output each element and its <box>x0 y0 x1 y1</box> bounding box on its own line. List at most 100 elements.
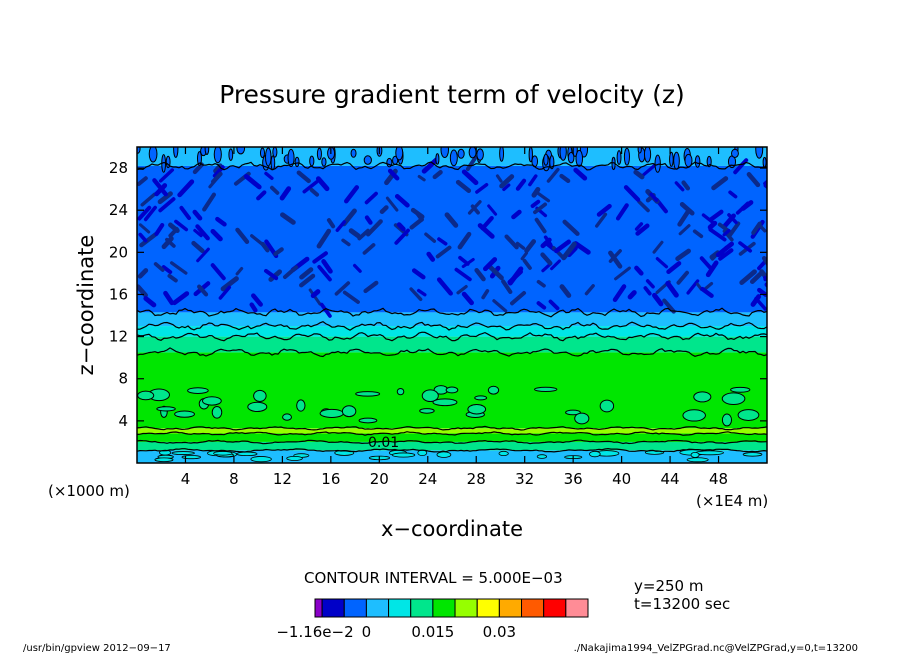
contour-streak <box>722 228 731 237</box>
contour-streak <box>645 279 655 289</box>
contour-streak <box>475 182 489 194</box>
contour-streak <box>296 170 311 184</box>
contour-streak <box>504 234 519 250</box>
contour-blob <box>440 147 450 158</box>
contour-streak <box>143 296 157 308</box>
contour-blob <box>196 151 202 166</box>
contour-streak <box>335 220 346 233</box>
contour-streak <box>511 209 522 220</box>
chart-title: Pressure gradient term of velocity (z) <box>219 80 685 109</box>
colorbar-cell <box>476 598 500 618</box>
contour-streak <box>715 241 734 258</box>
contour-streak <box>319 302 332 318</box>
contour-blob <box>247 401 268 412</box>
contour-streak <box>195 224 210 241</box>
contour-blob <box>321 157 327 167</box>
contour-blob <box>695 450 724 456</box>
contour-blob <box>265 147 272 167</box>
contour-streak <box>540 252 553 266</box>
contour-streak <box>461 291 474 306</box>
x-tick-label: 24 <box>418 470 437 488</box>
contour-blob <box>498 450 509 457</box>
contour-streak <box>754 296 767 311</box>
contour-blob <box>474 395 488 401</box>
contour-blob <box>236 147 246 155</box>
contour-streak <box>215 216 227 227</box>
contour-streak <box>342 290 360 304</box>
contour-blob <box>181 455 201 460</box>
colorbar-cell <box>314 598 323 618</box>
contour-streak <box>763 274 767 282</box>
contour-blob <box>316 147 322 161</box>
contour-blob <box>654 154 661 173</box>
contour-blob <box>396 387 405 396</box>
contour-streak <box>634 222 644 231</box>
colorbar-cell <box>343 598 367 618</box>
colorbar: −1.16e−2 0 0.015 0.03 <box>276 598 589 641</box>
contour-streak <box>365 219 383 237</box>
contour-streak <box>510 290 527 306</box>
contour-blob <box>457 148 465 159</box>
contour-blob <box>154 457 174 462</box>
colorbar-tick-label: 0 <box>362 623 372 641</box>
contour-streak <box>321 259 333 274</box>
contour-blob <box>363 155 372 165</box>
colorbar-cell <box>365 598 390 618</box>
contour-blob <box>730 386 751 393</box>
contour-blob <box>762 156 767 168</box>
contour-streak <box>417 174 426 182</box>
colorbar-cell <box>543 598 567 618</box>
contour-blob <box>682 409 706 422</box>
contour-band <box>137 433 767 442</box>
contour-streak <box>728 190 738 199</box>
contour-blob <box>694 155 701 168</box>
contour-streak <box>718 248 734 261</box>
contour-streak <box>536 301 547 310</box>
contour-streak <box>251 293 263 307</box>
contour-blob <box>742 452 763 457</box>
contour-streak <box>169 261 188 275</box>
y-tick-label: 4 <box>118 412 128 430</box>
contour-streak <box>502 183 511 192</box>
contour-streak <box>437 237 448 246</box>
contour-streak <box>749 271 763 285</box>
contour-streak <box>163 290 175 306</box>
footer-right: ./Nakajima1994_VelZPGrad.nc@VelZPGrad,y=… <box>574 643 858 654</box>
contour-streak <box>154 222 165 236</box>
contour-streak <box>501 279 513 295</box>
y-tick-label: 20 <box>109 243 128 261</box>
contour-line <box>137 331 767 342</box>
contour-streak <box>179 205 192 221</box>
x-tick-label: 20 <box>370 470 389 488</box>
contour-streak <box>273 247 284 257</box>
x-tick-label: 8 <box>229 470 239 488</box>
contour-blob <box>467 404 487 415</box>
contour-blob <box>534 386 558 392</box>
info-time: t=13200 sec <box>634 595 730 613</box>
contour-streak <box>675 248 691 262</box>
contour-streak <box>643 286 652 296</box>
contour-streak <box>299 273 316 288</box>
contour-blob <box>270 155 276 171</box>
contour-streak <box>465 155 478 171</box>
contour-streak <box>530 199 541 208</box>
contour-streak <box>421 157 439 174</box>
contour-streak <box>701 213 715 224</box>
contour-streak <box>235 266 244 276</box>
contour-blob <box>213 451 233 456</box>
contour-streak <box>674 181 685 192</box>
contour-streak <box>137 284 148 298</box>
contour-band <box>137 312 767 327</box>
x-tick-label: 48 <box>709 470 728 488</box>
contour-blob <box>623 147 630 166</box>
contour-streak <box>210 263 226 281</box>
contour-blob <box>575 149 584 167</box>
contour-streak <box>317 264 332 282</box>
contour-blob <box>211 406 223 419</box>
plot-area <box>137 147 767 463</box>
contour-blob <box>731 148 739 158</box>
contour-blob <box>445 386 459 394</box>
contour-streak <box>326 218 336 229</box>
contour-streak <box>137 268 149 279</box>
contour-band <box>137 326 767 337</box>
